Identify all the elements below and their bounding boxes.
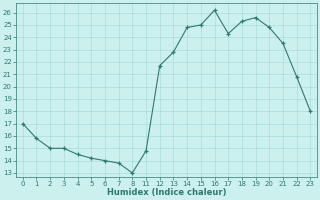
X-axis label: Humidex (Indice chaleur): Humidex (Indice chaleur) xyxy=(107,188,226,197)
